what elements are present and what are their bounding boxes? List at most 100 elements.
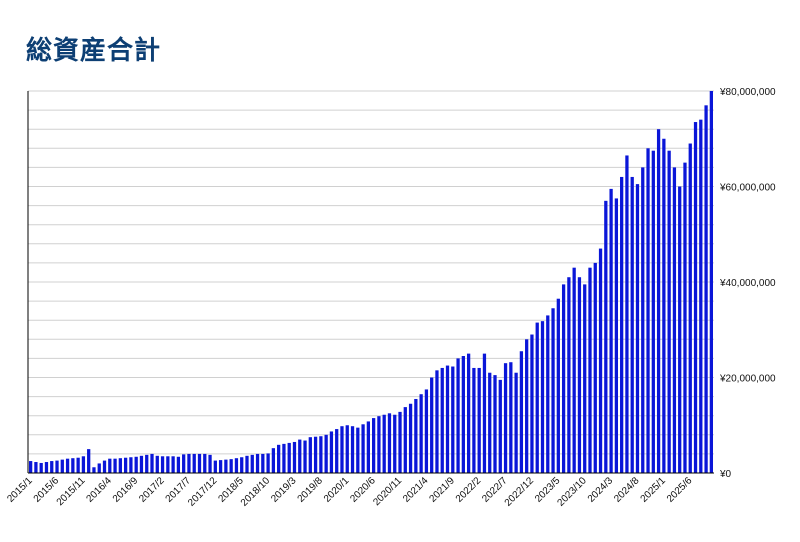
y-tick-label: ¥20,000,000 xyxy=(719,374,776,385)
bar xyxy=(350,426,355,473)
bar xyxy=(134,456,138,473)
bar xyxy=(282,443,286,473)
x-tick-label: 2022/2 xyxy=(454,475,484,505)
bar xyxy=(113,458,117,473)
bar xyxy=(493,375,497,473)
bar xyxy=(324,434,328,473)
x-tick-label: 2020/11 xyxy=(371,475,404,508)
bar xyxy=(65,458,70,473)
bar xyxy=(598,248,603,473)
bar xyxy=(166,456,170,473)
bar xyxy=(408,403,413,473)
bar xyxy=(171,456,175,473)
bar xyxy=(187,453,191,473)
x-tick-label: 2016/4 xyxy=(85,475,115,505)
bar xyxy=(277,444,281,473)
bar xyxy=(635,184,640,474)
bar xyxy=(34,462,38,473)
bar xyxy=(182,454,186,473)
bar xyxy=(192,453,196,473)
bar xyxy=(139,455,144,473)
bar xyxy=(625,155,629,473)
x-tick-label: 2015/11 xyxy=(55,475,88,508)
bar xyxy=(340,426,344,473)
bar xyxy=(561,284,566,473)
bar xyxy=(535,322,539,473)
bar xyxy=(693,122,698,473)
bar xyxy=(704,105,708,473)
bar xyxy=(403,407,407,473)
bar xyxy=(229,459,233,473)
bar xyxy=(588,267,592,473)
bar xyxy=(240,457,244,473)
bar xyxy=(435,370,439,473)
x-tick-label: 2017/12 xyxy=(186,475,220,509)
bar xyxy=(678,186,682,473)
bar xyxy=(688,143,692,473)
bar xyxy=(419,394,423,473)
bar xyxy=(224,459,228,473)
x-tick-label: 2025/6 xyxy=(665,475,695,505)
bar xyxy=(519,351,524,473)
y-tick-label: ¥80,000,000 xyxy=(719,87,776,98)
bar xyxy=(509,362,513,473)
bar xyxy=(540,321,545,473)
bar xyxy=(329,431,334,473)
bar xyxy=(313,436,318,473)
bar xyxy=(335,429,339,473)
y-tick-label: ¥60,000,000 xyxy=(719,183,776,194)
bar xyxy=(50,461,54,473)
bar xyxy=(609,188,613,473)
bar xyxy=(641,167,645,473)
bar xyxy=(234,458,239,473)
bar xyxy=(477,367,481,473)
x-tick-label: 2021/9 xyxy=(428,475,458,505)
bar xyxy=(551,308,555,473)
bar xyxy=(108,458,112,473)
bar xyxy=(97,463,101,473)
bar xyxy=(44,462,49,473)
bar xyxy=(271,448,276,473)
y-tick-label: ¥0 xyxy=(719,469,732,480)
x-tick-label: 2015/1 xyxy=(5,475,35,505)
bar xyxy=(145,454,149,473)
bar xyxy=(213,460,217,473)
bar xyxy=(604,200,608,473)
x-tick-label: 2019/8 xyxy=(296,475,326,505)
bar xyxy=(572,267,576,473)
bar xyxy=(155,455,159,473)
x-tick-label: 2018/10 xyxy=(239,475,273,509)
bar xyxy=(123,457,128,473)
bar xyxy=(345,425,349,473)
bar xyxy=(683,162,687,473)
bar xyxy=(456,358,460,473)
bar xyxy=(630,176,634,473)
bar xyxy=(81,456,86,473)
x-tick-label: 2025/1 xyxy=(639,475,669,505)
bar xyxy=(440,367,444,473)
bar xyxy=(76,457,80,473)
bar xyxy=(583,284,587,473)
bar xyxy=(361,424,365,473)
bar xyxy=(266,453,270,473)
bar xyxy=(245,455,249,473)
x-tick-label: 2016/9 xyxy=(111,475,141,505)
bar xyxy=(377,416,381,473)
bar xyxy=(319,436,323,473)
bar xyxy=(308,437,312,473)
bar xyxy=(461,356,465,473)
bar xyxy=(620,176,624,473)
bar xyxy=(356,427,360,473)
bar xyxy=(672,167,677,473)
bar xyxy=(197,453,202,473)
bar xyxy=(546,315,550,473)
bar xyxy=(414,398,418,473)
bar xyxy=(699,119,703,474)
bar xyxy=(387,413,392,473)
bar xyxy=(287,442,291,473)
bar xyxy=(150,453,154,473)
bar xyxy=(667,150,671,473)
bar xyxy=(39,462,43,473)
bar xyxy=(451,366,455,473)
